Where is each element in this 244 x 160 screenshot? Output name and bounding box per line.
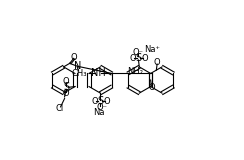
Text: O⁻: O⁻ (133, 48, 144, 56)
Text: O: O (141, 54, 148, 63)
Text: NH₂: NH₂ (127, 67, 143, 76)
Text: O: O (148, 83, 155, 92)
Text: Na⁺: Na⁺ (144, 45, 160, 54)
Text: CH₃: CH₃ (71, 69, 87, 78)
Text: O: O (154, 58, 161, 67)
Text: S: S (63, 82, 69, 92)
Text: O: O (71, 53, 78, 62)
Text: S: S (97, 96, 103, 106)
Text: O: O (103, 97, 110, 106)
Text: N: N (74, 61, 81, 71)
Text: O: O (91, 97, 98, 106)
Text: Cl: Cl (56, 104, 64, 113)
Text: NH: NH (91, 68, 106, 78)
Text: O: O (63, 89, 70, 98)
Text: O: O (129, 54, 136, 63)
Text: Na: Na (93, 108, 104, 117)
Text: S: S (135, 53, 142, 63)
Text: O⁻: O⁻ (96, 103, 108, 112)
Text: O: O (63, 77, 70, 86)
